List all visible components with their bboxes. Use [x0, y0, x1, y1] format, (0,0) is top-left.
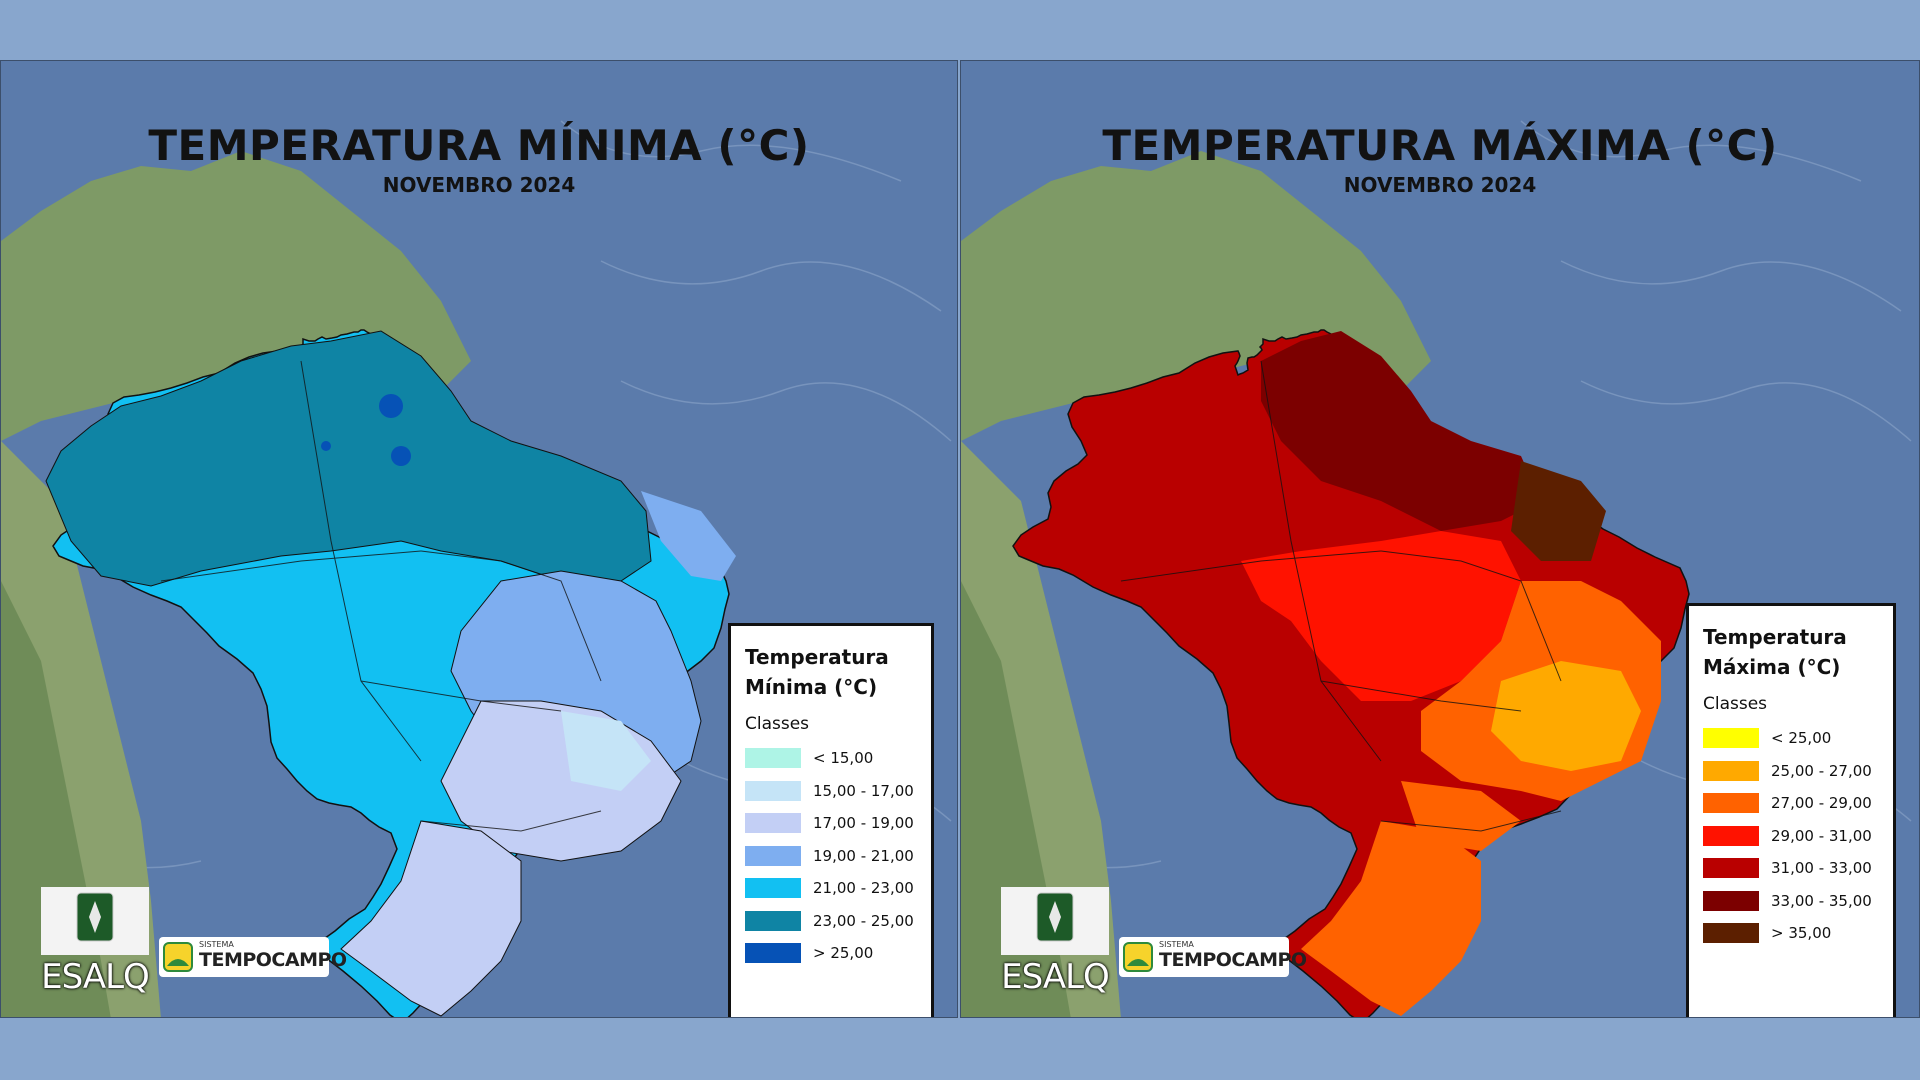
esalq-logo: ESALQ	[1001, 887, 1110, 999]
tempocampo-small-text: SISTEMA	[1159, 940, 1194, 949]
brazil-max-map	[1012, 329, 1690, 1017]
legend-class-item: 15,00 - 17,00	[745, 775, 917, 808]
legend-class-item: 33,00 - 35,00	[1703, 885, 1879, 918]
legend-class-item: 29,00 - 31,00	[1703, 820, 1879, 853]
tempocampo-small-text: SISTEMA	[199, 940, 234, 949]
esalq-emblem	[1001, 887, 1109, 955]
legend-class-label: > 25,00	[813, 944, 874, 963]
legend-class-item: 27,00 - 29,00	[1703, 787, 1879, 820]
min-temperature-map	[1, 61, 957, 1017]
legend-title-line2: Mínima (°C)	[745, 675, 878, 699]
legend-swatch	[745, 748, 801, 769]
legend-swatch	[1703, 858, 1759, 879]
legend-classes-label: Classes	[1703, 694, 1768, 714]
legend-swatch	[1703, 760, 1759, 781]
legend-title-line1: Temperatura	[745, 645, 889, 669]
legend-class-label: < 15,00	[813, 749, 874, 768]
tempocampo-sun-icon	[163, 942, 193, 972]
legend-class-item: 21,00 - 23,00	[745, 872, 917, 905]
map-title: TEMPERATURA MÍNIMA (°C)	[148, 121, 810, 170]
legend-title-line2: Máxima (°C)	[1703, 655, 1841, 679]
esalq-logo: ESALQ	[41, 887, 150, 999]
legend-swatch	[1703, 728, 1759, 749]
legend-class-label: 19,00 - 21,00	[813, 846, 914, 865]
legend-class-label: > 35,00	[1771, 924, 1832, 943]
legend-class-item: < 15,00	[745, 742, 917, 775]
legend: Temperatura Máxima (°C) Classes < 25,00 2…	[1686, 603, 1896, 1017]
legend-title-line1: Temperatura	[1703, 625, 1847, 649]
legend-swatch	[745, 845, 801, 866]
esalq-logo-text: ESALQ	[41, 957, 150, 997]
legend-class-item: > 25,00	[745, 937, 917, 970]
brazil-min-map	[45, 329, 736, 1017]
legend-class-label: 21,00 - 23,00	[813, 879, 914, 898]
legend-swatch	[1703, 890, 1759, 911]
esalq-logo-text: ESALQ	[1001, 957, 1110, 997]
map-subtitle: NOVEMBRO 2024	[382, 173, 576, 197]
legend-class-item: > 35,00	[1703, 917, 1879, 950]
legend-swatch	[1703, 793, 1759, 814]
legend-swatch	[745, 813, 801, 834]
legend-class-label: 33,00 - 35,00	[1771, 891, 1872, 910]
legend-class-item: 23,00 - 25,00	[745, 905, 917, 938]
tempocampo-sun-icon	[1123, 942, 1153, 972]
legend-class-label: 23,00 - 25,00	[813, 911, 914, 930]
legend-class-item: 17,00 - 19,00	[745, 807, 917, 840]
legend-swatch	[1703, 825, 1759, 846]
tempocampo-logo: SISTEMA TEMPOCAMPO	[1119, 937, 1307, 977]
max-temperature-map-panel: TEMPERATURA MÁXIMA (°C) NOVEMBRO 2024 Te…	[960, 60, 1920, 1018]
map-title: TEMPERATURA MÁXIMA (°C)	[1102, 121, 1778, 170]
legend-class-label: 17,00 - 19,00	[813, 814, 914, 833]
esalq-emblem	[41, 887, 149, 955]
legend: Temperatura Mínima (°C) Classes < 15,00 1…	[728, 623, 934, 1017]
legend-swatch	[745, 943, 801, 964]
legend-swatch	[1703, 923, 1759, 944]
legend-class-item: 19,00 - 21,00	[745, 840, 917, 873]
legend-class-label: 27,00 - 29,00	[1771, 794, 1872, 813]
legend-class-item: < 25,00	[1703, 722, 1879, 755]
legend-class-label: 29,00 - 31,00	[1771, 826, 1872, 845]
legend-swatch	[745, 910, 801, 931]
legend-classes-label: Classes	[745, 714, 810, 734]
min-temperature-map-panel: TEMPERATURA MÍNIMA (°C) NOVEMBRO 2024 Te…	[0, 60, 958, 1018]
legend-swatch	[745, 780, 801, 801]
tempocampo-logo: SISTEMA TEMPOCAMPO	[159, 937, 347, 977]
legend-class-item: 25,00 - 27,00	[1703, 755, 1879, 788]
legend-class-label: 15,00 - 17,00	[813, 781, 914, 800]
legend-swatch	[745, 878, 801, 899]
tempocampo-name: TEMPOCAMPO	[199, 949, 347, 971]
legend-class-item: 31,00 - 33,00	[1703, 852, 1879, 885]
legend-class-label: < 25,00	[1771, 729, 1832, 748]
tempocampo-name: TEMPOCAMPO	[1159, 949, 1307, 971]
legend-class-label: 25,00 - 27,00	[1771, 761, 1872, 780]
legend-class-label: 31,00 - 33,00	[1771, 859, 1872, 878]
map-subtitle: NOVEMBRO 2024	[1343, 173, 1537, 197]
